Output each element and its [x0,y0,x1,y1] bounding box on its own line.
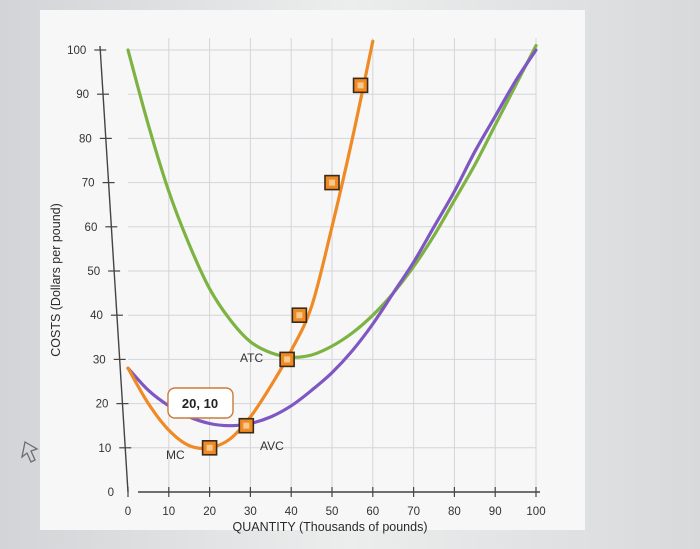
markers-layer [201,77,369,456]
y-tick-label: 20 [96,399,109,411]
y-tick-label: 60 [85,222,98,234]
x-tick-label: 90 [489,506,502,518]
x-tick-label: 50 [326,506,339,518]
cursor-icon [21,440,39,463]
y-axis-title: COSTS (Dollars per pound) [49,203,63,357]
mc-point-marker-center [243,422,250,429]
panel-background [40,10,585,530]
y-tick-label: 50 [87,266,100,278]
x-tick-label: 0 [125,506,131,518]
y-tick-label: 40 [90,310,103,322]
x-tick-label: 70 [407,506,420,518]
mc-point-marker-center [206,444,213,451]
y-tick-label: 30 [93,354,106,366]
avc-curve [126,48,538,428]
tooltip-box [167,387,234,419]
mc-curve-label: MC [166,448,185,462]
x-tick-label: 60 [366,506,379,518]
y-tick-label: 80 [79,133,92,145]
atc-curve [126,44,538,359]
atc-curve-label: ATC [240,351,263,365]
avc-curve-label: AVC [260,439,284,453]
x-tick-label: 40 [285,506,298,518]
x-tick-label: 30 [244,506,257,518]
x-tick-label: 80 [448,506,461,518]
mc-point-marker-center [329,179,335,186]
y-tick-label: 10 [98,443,111,455]
y-axis-line [99,45,129,493]
y-tick-label: 100 [67,45,86,57]
y-tick-label: 90 [76,89,89,101]
tooltip: 20, 10 [167,387,234,419]
mc-point-marker-center [284,356,291,363]
x-axis-title: QUANTITY (Thousands of pounds) [233,520,428,534]
x-tick-label: 20 [203,506,216,518]
curves-layer [126,39,538,450]
y-tick-label: 0 [108,487,114,499]
mc-point-marker-center [357,82,364,89]
y-axis-ticks: 0 10 20 30 40 50 60 70 80 90 100 [67,45,132,499]
y-tick-label: 70 [82,178,95,190]
x-axis-ticks: 0 10 20 30 40 50 60 70 80 90 100 [125,487,546,518]
mc-point-marker-center [296,312,303,319]
x-tick-label: 100 [526,506,545,518]
mc-curve [126,39,375,450]
x-tick-label: 10 [162,506,175,518]
tooltip-text: 20, 10 [182,396,218,411]
